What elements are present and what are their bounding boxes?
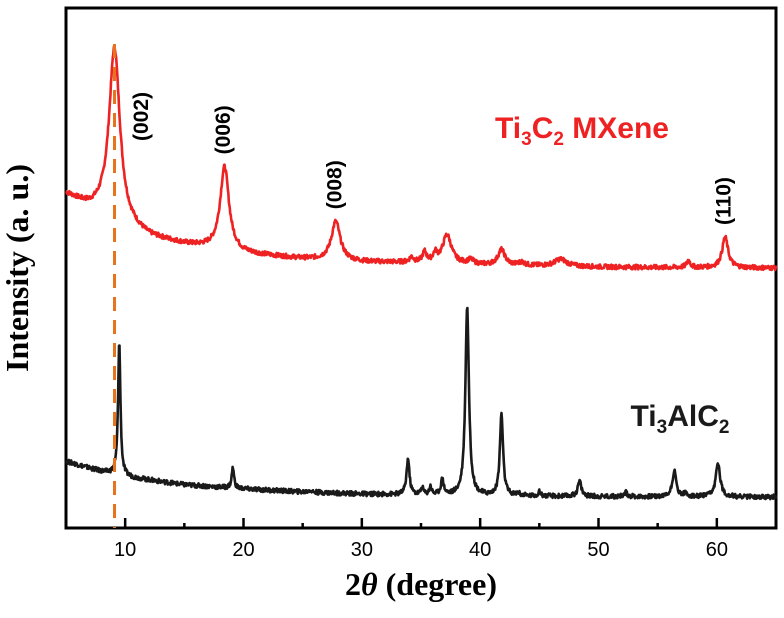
ticks-layer: 10 20 30 40 50 60 bbox=[64, 518, 778, 561]
peak-label: (008) bbox=[323, 160, 346, 209]
x-tick-label: 40 bbox=[469, 539, 491, 561]
x-tick-label: 50 bbox=[587, 539, 609, 561]
x-axis-title: 2θ (degree) bbox=[345, 566, 497, 602]
peak-label: (006) bbox=[212, 105, 235, 154]
x-tick-label: 20 bbox=[232, 539, 254, 561]
x-tick-label: 30 bbox=[351, 539, 373, 561]
x-tick-label: 60 bbox=[706, 539, 728, 561]
series-line-1 bbox=[64, 306, 778, 501]
peak-labels-layer: (002) (006) (008) (110) bbox=[130, 92, 736, 225]
y-axis-title: Intensity (a. u.) bbox=[0, 164, 35, 372]
x-tick-label: 10 bbox=[114, 539, 136, 561]
series-label-max: Ti3AlC2 bbox=[631, 400, 730, 438]
peak-label: (110) bbox=[713, 177, 736, 225]
series-layer bbox=[64, 44, 778, 501]
peak-label: (002) bbox=[130, 92, 153, 141]
series-label-mxene: Ti3C2 MXene bbox=[495, 112, 669, 150]
series-line-0 bbox=[65, 44, 778, 272]
